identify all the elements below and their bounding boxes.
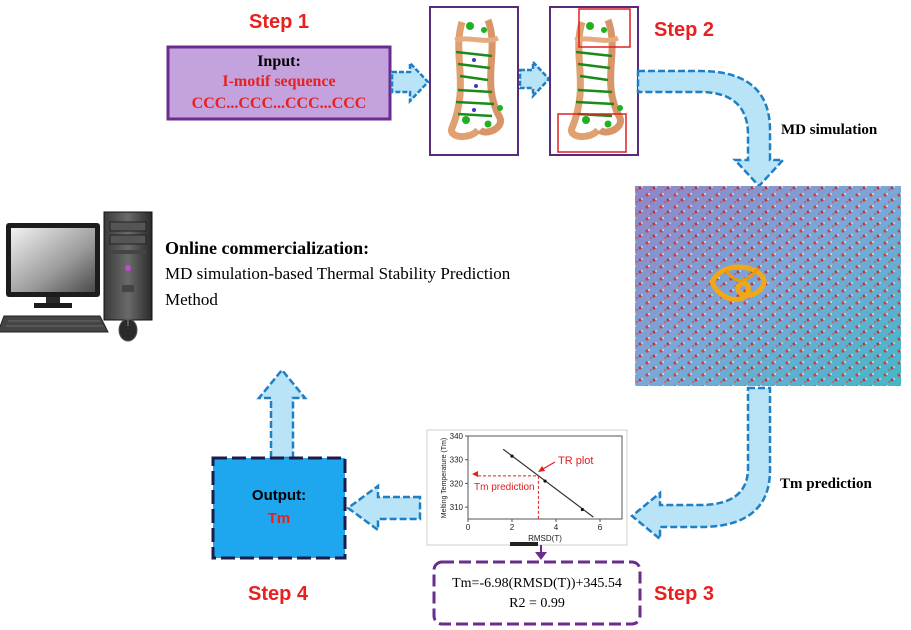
computer-icon	[0, 211, 153, 342]
regression-equation: Tm=-6.98(RMSD(T))+345.54	[452, 576, 622, 591]
y-tick-label: 320	[450, 479, 464, 488]
input-title: Input:	[257, 53, 301, 70]
plot-area	[467, 435, 623, 520]
highlight-box-bottom	[557, 113, 627, 153]
chart-x-axis-label: RMSD(T)	[528, 534, 562, 543]
tr-plot-annotation: TR plot	[558, 455, 593, 467]
output-box: Output: Tm	[211, 456, 347, 560]
formula-box: Tm=-6.98(RMSD(T))+345.54 R2 = 0.99	[432, 560, 642, 626]
step-1-label: Step 1	[249, 11, 309, 33]
output-value: Tm	[268, 510, 291, 527]
tm-prediction-annotation: Tm prediction	[474, 482, 535, 493]
md-simulation-label: MD simulation	[781, 122, 878, 138]
tr-plot-chart: 310 320 330 340 0 2 4 6 Melting Temperature (T…	[426, 429, 628, 546]
step-3-label: Step 3	[654, 583, 714, 605]
x-axis-ticks: 0 2 4 6	[466, 519, 603, 532]
data-point	[580, 507, 585, 512]
arrow-chart-to-formula	[510, 542, 547, 560]
input-sequence-label: I-motif sequence	[222, 73, 335, 90]
commercialization-heading: Online commercialization:	[165, 238, 369, 258]
tm-prediction-arrowhead	[472, 471, 478, 477]
y-tick-label: 340	[450, 432, 464, 441]
step-2-label: Step 2	[654, 19, 714, 41]
imotif-structure-image-1	[429, 6, 519, 156]
data-point	[543, 479, 547, 483]
arrow-md-simulation	[636, 69, 786, 188]
chart-y-axis-label: Melting Temperature (Tm)	[441, 438, 448, 518]
fit-line	[502, 448, 594, 518]
imotif-structure-image-2	[549, 6, 639, 156]
highlight-box-top	[578, 8, 631, 48]
r-squared: R2 = 0.99	[509, 596, 565, 611]
y-tick-label: 310	[450, 503, 464, 512]
x-tick-label: 6	[598, 523, 603, 532]
data-point	[510, 454, 514, 458]
arrow-chart-to-output	[345, 483, 422, 533]
x-tick-label: 0	[466, 523, 471, 532]
x-tick-label: 2	[510, 523, 515, 532]
md-simulation-image	[635, 186, 901, 386]
output-title: Output:	[252, 487, 306, 504]
arrow-structure-to-structure	[518, 58, 551, 100]
arrow-tm-prediction	[630, 386, 772, 542]
arrow-input-to-structure	[390, 59, 430, 105]
input-box: Input: I-motif sequence CCC...CCC...CCC.…	[166, 45, 392, 121]
commercialization-line-2: Method	[165, 290, 218, 309]
tm-prediction-label: Tm prediction	[780, 476, 872, 492]
data-points	[510, 454, 585, 512]
x-tick-label: 4	[554, 523, 559, 532]
step-4-label: Step 4	[248, 583, 309, 605]
input-sequence: CCC...CCC...CCC...CCC	[192, 95, 367, 112]
y-tick-label: 330	[450, 456, 464, 465]
commercialization-line-1: MD simulation-based Thermal Stability Pr…	[165, 264, 511, 283]
arrow-output-to-commercial	[256, 368, 308, 460]
y-axis-ticks: 310 320 330 340	[450, 432, 468, 512]
